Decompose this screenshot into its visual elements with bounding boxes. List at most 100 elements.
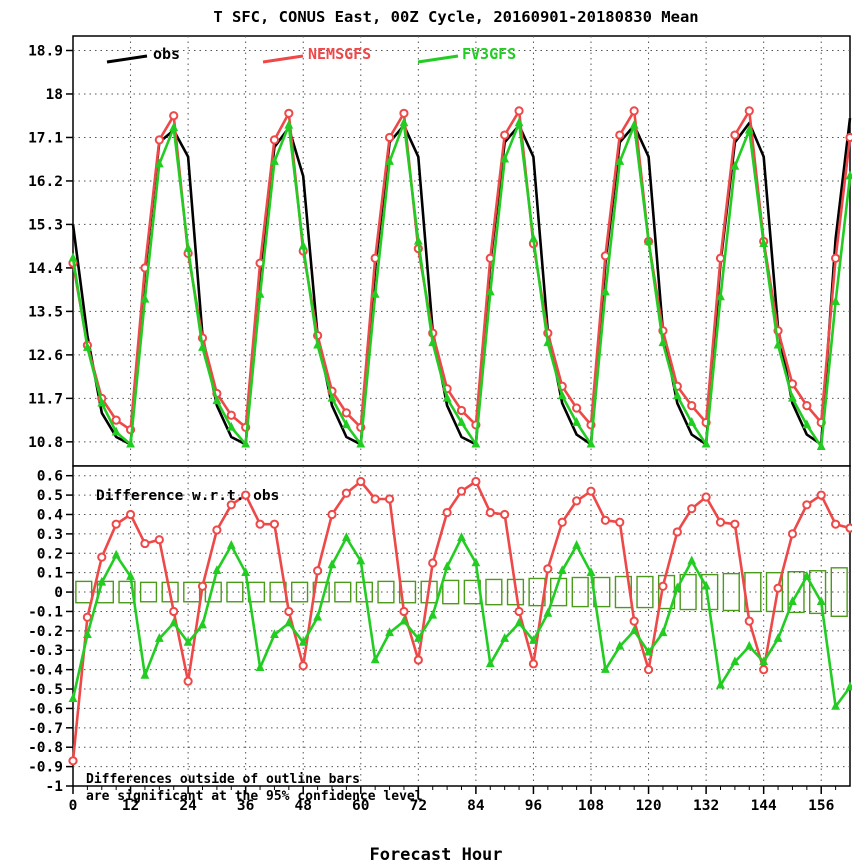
top-nemsgfs-point [456, 405, 467, 416]
top-fv3gfs-point [82, 342, 92, 351]
bottom-nemsgfs-point [831, 519, 841, 529]
significance-bar [377, 580, 395, 604]
significance-bar [226, 581, 244, 603]
top-fv3gfs-point [413, 235, 423, 245]
bottom-nemsgfs-point [759, 665, 769, 675]
bottom-nemsgfs-point [241, 490, 251, 500]
bottom-series [68, 476, 852, 766]
bottom-nemsgfs-point [154, 535, 164, 545]
top-nemsgfs-point [831, 253, 841, 263]
bottom-fv3gfs-point [572, 539, 582, 549]
top-y-tick-label: 17.1 [28, 130, 63, 146]
bottom-fv3gfs-point [341, 532, 351, 542]
top-y-tick-label: 11.7 [28, 391, 63, 407]
significance-bar [398, 580, 417, 604]
bottom-fv3gfs-point [514, 617, 524, 627]
top-fv3gfs-point [327, 392, 337, 402]
bottom-nemsgfs-point [845, 523, 852, 533]
bottom-y-tick-label: 0.1 [37, 566, 63, 582]
bottom-nemsgfs-point [485, 507, 495, 518]
bottom-y-tick-label: -0.3 [28, 643, 63, 659]
bottom-fv3gfs-point [226, 539, 236, 549]
x-tick-label: 120 [635, 798, 661, 814]
top-fv3gfs-point [284, 119, 294, 129]
top-fv3gfs-point [140, 293, 150, 303]
top-y-tick-label: 14.4 [28, 261, 63, 277]
bottom-fv3gfs-point [586, 567, 596, 576]
top-fv3gfs-point [457, 416, 466, 426]
top-fv3gfs-point [298, 240, 308, 250]
bottom-nemsgfs-point [557, 517, 567, 527]
bottom-fv3gfs-point [816, 596, 826, 606]
significance-bar [679, 573, 697, 611]
bottom-y-tick-label: 0.6 [37, 469, 63, 485]
bottom-fv3gfs-point [241, 567, 251, 576]
bottom-y-tick-label: -0.8 [28, 740, 63, 756]
bottom-y-tick-label: -0.4 [28, 663, 63, 679]
x-tick-label: 24 [179, 798, 197, 814]
top-fv3gfs-point [816, 441, 826, 450]
bottom-y-tick-label: -0.9 [28, 760, 63, 776]
x-tick-label: 60 [352, 798, 369, 814]
top-nemsgfs-point [730, 130, 740, 140]
top-fv3gfs-point [687, 416, 697, 426]
top-fv3gfs-point [198, 342, 207, 351]
x-tick-label: 12 [122, 798, 139, 814]
bottom-nemsgfs-point [586, 486, 596, 496]
bottom-y-tick-label: -0.2 [28, 624, 63, 640]
chart-title: T SFC, CONUS East, 00Z Cycle, 20160901-2… [213, 8, 698, 26]
top-fv3gfs-point [831, 296, 841, 306]
bottom-nemsgfs-point [413, 655, 423, 665]
top-nemsgfs-point [572, 403, 582, 413]
significance-bar [636, 575, 654, 609]
top-fv3gfs-point [370, 288, 380, 298]
bottom-fv3gfs-point [773, 633, 783, 642]
top-fv3gfs-point [802, 419, 812, 429]
bottom-nemsgfs-point [442, 507, 452, 518]
bottom-panel: -1 -0.9 -0.8 -0.7 -0.6 -0.5 -0.4 -0.3 -0.2 -0.1 0 0… [28, 465, 852, 804]
top-fv3gfs-point [428, 337, 438, 347]
bottom-fv3gfs-point [97, 576, 107, 586]
bottom-fv3gfs-point [687, 555, 697, 565]
top-fv3gfs-point [672, 390, 682, 400]
x-tick-label: 96 [525, 798, 542, 814]
top-y-ticks: 10.8 11.7 12.6 13.5 14.4 15.3 16.2 17.1 18 18.9 [28, 43, 73, 451]
top-fv3gfs-point [485, 286, 495, 296]
bottom-nemsgfs-point [615, 517, 625, 527]
significance-bar [183, 581, 201, 603]
top-fv3gfs-point [716, 291, 725, 301]
top-fv3gfs-point [701, 438, 711, 448]
significance-bar [809, 570, 827, 615]
legend: obs NEMSGFS FV3GFS [106, 45, 516, 64]
top-y-tick-label: 12.6 [28, 348, 63, 364]
top-y-tick-label: 18.9 [28, 43, 63, 59]
bottom-y-tick-label: 0.5 [37, 488, 63, 504]
bottom-nemsgfs-point [356, 476, 366, 487]
bottom-nemsgfs-point [269, 519, 280, 529]
bottom-nemsgfs-point [572, 496, 582, 506]
significance-bars [75, 567, 848, 618]
top-y-tick-label: 16.2 [28, 174, 63, 190]
bottom-fv3gfs-point [140, 669, 150, 679]
top-nemsgfs-point [845, 132, 852, 143]
bottom-nemsgfs-point [629, 616, 639, 626]
difference-annotation: Difference w.r.t. obs [96, 488, 279, 504]
bottom-fv3gfs-point [557, 565, 567, 575]
bottom-nemsgfs-point [701, 492, 711, 502]
top-y-tick-label: 10.8 [28, 435, 63, 451]
significance-note-line1: Differences outside of outline bars [86, 772, 360, 787]
bottom-fv3gfs-point [730, 656, 740, 666]
bottom-fv3gfs-point [68, 693, 78, 703]
x-tick-label: 132 [693, 798, 719, 814]
bottom-fv3gfs-point [183, 636, 193, 646]
top-nemsgfs-point [284, 108, 294, 118]
top-fv3gfs-point [529, 233, 538, 243]
bottom-nemsgfs-point [226, 500, 236, 510]
top-nemsgfs-point [169, 111, 179, 121]
bottom-nemsgfs-point [298, 661, 308, 671]
bottom-nemsgfs-point [82, 612, 92, 622]
top-nemsgfs-point [687, 401, 697, 411]
x-axis-label: Forecast Hour [369, 845, 502, 865]
bottom-fv3gfs-point [327, 559, 337, 569]
